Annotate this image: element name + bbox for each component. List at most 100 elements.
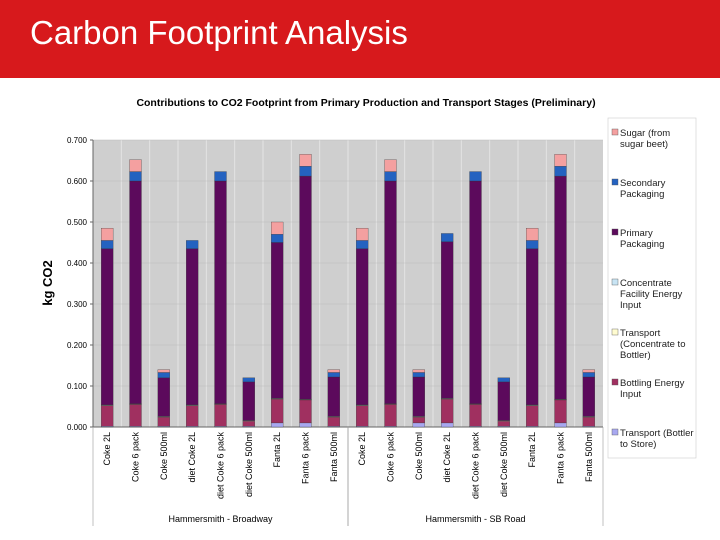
legend-label: Primary Packaging bbox=[620, 228, 665, 250]
bar-segment bbox=[327, 376, 340, 417]
bar-segment bbox=[101, 405, 114, 427]
legend-label: Transport (Concentrate to Bottler) bbox=[620, 328, 686, 361]
bar-segment bbox=[384, 171, 397, 182]
bar-segment bbox=[271, 398, 284, 424]
y-tick-label: 0.500 bbox=[67, 218, 88, 227]
bar-segment bbox=[242, 381, 255, 421]
x-tick-label: Coke 6 pack bbox=[386, 432, 396, 483]
bar-segment bbox=[497, 381, 510, 421]
x-tick-label: Coke 2L bbox=[357, 432, 367, 466]
bar-segment bbox=[582, 376, 595, 417]
bar-segment bbox=[526, 240, 539, 249]
x-tick-label: diet Coke 6 pack bbox=[216, 432, 226, 500]
x-tick-label: Fanta 2L bbox=[527, 432, 537, 468]
x-tick-label: diet Coke 2L bbox=[187, 432, 197, 483]
bar-segment bbox=[526, 227, 539, 241]
x-tick-label: diet Coke 6 pack bbox=[471, 432, 481, 500]
bar-segment bbox=[129, 171, 142, 182]
bar-segment bbox=[186, 405, 199, 427]
bar-segment bbox=[497, 421, 510, 427]
bar-segment bbox=[582, 417, 595, 427]
bar-segment bbox=[186, 240, 199, 249]
bar-segment bbox=[101, 227, 114, 241]
slide-title: Carbon Footprint Analysis bbox=[30, 14, 408, 51]
bar-segment bbox=[299, 422, 312, 428]
x-tick-label: Coke 500ml bbox=[414, 432, 424, 480]
bar-segment bbox=[214, 180, 227, 404]
bar-segment bbox=[129, 159, 142, 172]
legend-swatch bbox=[611, 328, 619, 336]
bar-segment bbox=[554, 422, 567, 428]
bar-segment bbox=[469, 404, 482, 427]
bar-segment bbox=[299, 154, 312, 167]
bar-segment bbox=[554, 166, 567, 177]
bar-segment bbox=[214, 171, 227, 182]
group-label: Hammersmith - Broadway bbox=[168, 514, 273, 524]
bar-segment bbox=[384, 180, 397, 404]
y-tick-label: 0.700 bbox=[67, 136, 88, 145]
bar-segment bbox=[554, 399, 567, 424]
group-label: Hammersmith - SB Road bbox=[425, 514, 525, 524]
y-tick-label: 0.400 bbox=[67, 259, 88, 268]
y-axis-label: kg CO2 bbox=[40, 260, 55, 306]
bar-segment bbox=[242, 377, 255, 383]
legend-swatch bbox=[611, 128, 619, 136]
bar-segment bbox=[327, 372, 340, 378]
bar-segment bbox=[412, 417, 425, 424]
bar-segment bbox=[412, 422, 425, 428]
legend-swatch bbox=[611, 428, 619, 436]
legend-swatch bbox=[611, 278, 619, 286]
bar-segment bbox=[271, 422, 284, 428]
legend-label: Transport (Bottler to Store) bbox=[620, 428, 694, 450]
bar-segment bbox=[157, 377, 170, 417]
bar-segment bbox=[101, 240, 114, 249]
bar-segment bbox=[469, 180, 482, 404]
legend-label: Concentrate Facility Energy Input bbox=[620, 278, 683, 311]
bar-segment bbox=[356, 227, 369, 241]
x-tick-label: Fanta 500ml bbox=[584, 432, 594, 482]
bar-segment bbox=[441, 422, 454, 428]
bar-segment bbox=[526, 405, 539, 427]
bar-segment bbox=[497, 377, 510, 383]
bar-segment bbox=[271, 242, 284, 399]
x-tick-label: Coke 6 pack bbox=[131, 432, 141, 483]
legend-label: Secondary Packaging bbox=[620, 178, 666, 200]
bar-segment bbox=[412, 372, 425, 378]
bar-segment bbox=[186, 248, 199, 406]
x-tick-label: Coke 500ml bbox=[159, 432, 169, 480]
bar-segment bbox=[384, 404, 397, 427]
bar-segment bbox=[129, 404, 142, 427]
bar-segment bbox=[356, 240, 369, 249]
bar-segment bbox=[384, 159, 397, 172]
legend-swatch bbox=[611, 178, 619, 186]
bar-segment bbox=[299, 399, 312, 424]
bar-segment bbox=[582, 372, 595, 378]
legend-swatch bbox=[611, 378, 619, 386]
x-tick-label: Fanta 500ml bbox=[329, 432, 339, 482]
bar-segment bbox=[554, 154, 567, 167]
bar-segment bbox=[412, 376, 425, 417]
y-tick-label: 0.000 bbox=[67, 423, 88, 432]
bar-segment bbox=[356, 405, 369, 427]
x-tick-label: Fanta 6 pack bbox=[301, 432, 311, 485]
bar-segment bbox=[157, 417, 170, 427]
y-tick-label: 0.200 bbox=[67, 341, 88, 350]
bar-segment bbox=[271, 221, 284, 235]
bar-segment bbox=[441, 398, 454, 424]
bar-segment bbox=[299, 166, 312, 177]
bar-segment bbox=[157, 369, 170, 373]
bar-segment bbox=[129, 180, 142, 404]
legend-label: Bottling Energy Input bbox=[620, 378, 685, 400]
bar-segment bbox=[469, 171, 482, 182]
x-tick-label: diet Coke 2L bbox=[442, 432, 452, 483]
x-tick-label: Coke 2L bbox=[102, 432, 112, 466]
x-tick-label: diet Coke 500ml bbox=[499, 432, 509, 497]
bar-segment bbox=[271, 234, 284, 243]
bar-segment bbox=[327, 417, 340, 427]
bar-segment bbox=[157, 372, 170, 378]
y-tick-label: 0.600 bbox=[67, 177, 88, 186]
bar-segment bbox=[441, 233, 454, 242]
legend-swatch bbox=[611, 228, 619, 236]
